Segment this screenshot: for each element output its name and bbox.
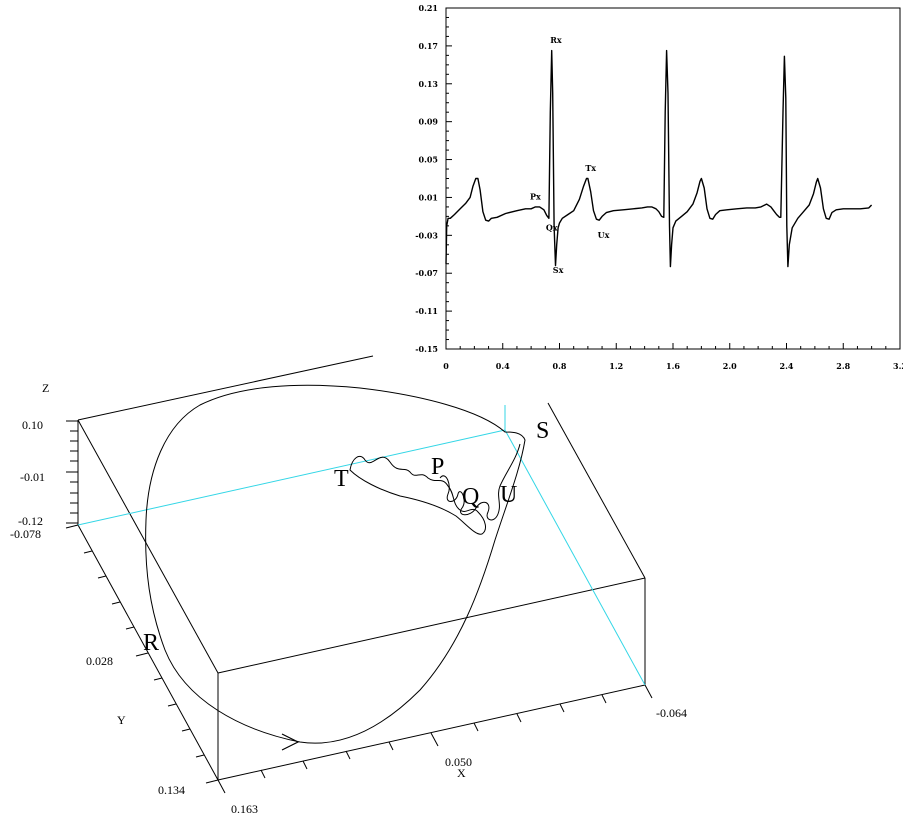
y-tick (181, 728, 191, 732)
box-edge (217, 577, 646, 674)
y-tick-label: -0.07 (415, 268, 438, 278)
x-tick-label: -0.064 (656, 706, 687, 720)
y-tick-label: 0.028 (86, 654, 113, 668)
y-tick (97, 575, 107, 579)
x-tick (345, 750, 351, 760)
ecg-wave-label: Px (530, 191, 541, 201)
x-tick (644, 684, 653, 699)
ecg-wave-label: Sx (553, 265, 564, 275)
y-axis-ticks (65, 524, 219, 784)
z-axis-label: Z (42, 381, 49, 395)
direction-arrow-icon (281, 733, 300, 751)
x-tick-label: 1.6 (666, 361, 680, 371)
ecg-wave-label: Rx (550, 35, 562, 45)
y-tick-label: -0.078 (10, 527, 41, 541)
y-tick-label: 0.09 (419, 117, 439, 127)
y-tick-label: -0.15 (415, 344, 438, 354)
y-tick-label: 0.05 (419, 155, 438, 165)
box-edge (547, 402, 646, 579)
x-tick (430, 732, 439, 747)
x-tick-label: 1.2 (609, 361, 623, 371)
ecg-wave-label: Ux (598, 230, 610, 240)
vcg-label-q: Q (462, 484, 479, 510)
ecg-x-axis: 0 0.4 0.8 1.2 1.6 2.0 2.4 2.8 3.2 (443, 343, 903, 371)
vcg-label-r: R (143, 630, 159, 656)
ecg-y-axis: 0.21 0.17 0.13 0.09 0.05 0.01 -0.03 -0.07 -0.11 -… (415, 3, 452, 354)
y-tick (153, 677, 163, 681)
x-tick-label: 2.4 (780, 361, 794, 371)
back-edge (504, 429, 646, 686)
x-tick-label: 0.8 (553, 361, 567, 371)
ecg-wave-labels: Rx Px Tx Qx Ux Sx (530, 35, 610, 275)
vcg-inner-loop (349, 455, 486, 535)
ecg-trace (445, 49, 873, 268)
vcg-loop (145, 384, 526, 744)
box-edge (217, 684, 646, 781)
vcg-label-s: S (536, 418, 549, 444)
vcg-label-t: T (334, 466, 349, 492)
x-tick-label: 2.8 (836, 361, 850, 371)
y-tick (167, 703, 177, 707)
x-tick-label: 0.163 (231, 802, 258, 816)
x-tick (388, 741, 394, 751)
y-tick-label: 0.01 (419, 192, 438, 202)
box-edge (77, 419, 219, 674)
x-axis-label: X (457, 766, 466, 780)
y-tick (83, 550, 93, 554)
z-axis-ticks (66, 420, 78, 524)
x-tick-label: 0.4 (496, 361, 510, 371)
box-edge (77, 524, 219, 781)
x-tick-label: 2.0 (723, 361, 737, 371)
y-tick-label: -0.03 (415, 230, 438, 240)
ecg-wave-label: Qx (546, 223, 558, 233)
vcg-box (77, 355, 646, 781)
y-tick (195, 754, 205, 758)
x-axis-ticks (217, 684, 653, 794)
vcg-label-u: U (500, 482, 517, 508)
vcg-qrs-tangle (439, 443, 521, 521)
vcg-back-edges (77, 405, 646, 686)
x-tick (516, 713, 522, 723)
y-tick-label: 0.17 (419, 41, 438, 51)
z-tick-label: -0.12 (18, 514, 43, 528)
z-tick-label: -0.01 (20, 470, 45, 484)
y-tick-label: -0.11 (415, 306, 438, 316)
back-edge (77, 429, 506, 526)
y-tick (125, 626, 135, 630)
x-tick (473, 722, 479, 732)
y-tick (205, 779, 219, 784)
y-tick-label: 0.134 (158, 783, 185, 797)
x-tick (302, 760, 308, 770)
y-tick-label: 0.21 (419, 3, 438, 13)
x-tick-label: 0 (443, 361, 449, 371)
x-tick (601, 694, 607, 704)
y-tick-label: 0.13 (419, 79, 439, 89)
ecg-plot-frame (445, 7, 901, 350)
z-tick-label: 0.10 (22, 418, 43, 432)
ecg-plot: 0.21 0.17 0.13 0.09 0.05 0.01 -0.03 -0.07 -0.11 -… (415, 3, 903, 371)
x-tick (260, 769, 266, 779)
x-tick-label: 3.2 (893, 361, 903, 371)
y-tick (111, 601, 121, 605)
x-tick-label: 0.050 (445, 755, 472, 769)
y-tick (65, 524, 79, 529)
y-axis-label: Y (117, 713, 126, 727)
vcg-3d-plot: T P Q U S R Z 0.10 -0.01 -0.12 -0.078 0.… (10, 355, 687, 816)
box-edge (77, 355, 374, 421)
vcg-label-p: P (431, 454, 444, 480)
x-tick (559, 703, 565, 713)
ecg-wave-label: Tx (585, 163, 596, 173)
x-tick (217, 779, 226, 794)
y-tick (135, 652, 149, 657)
